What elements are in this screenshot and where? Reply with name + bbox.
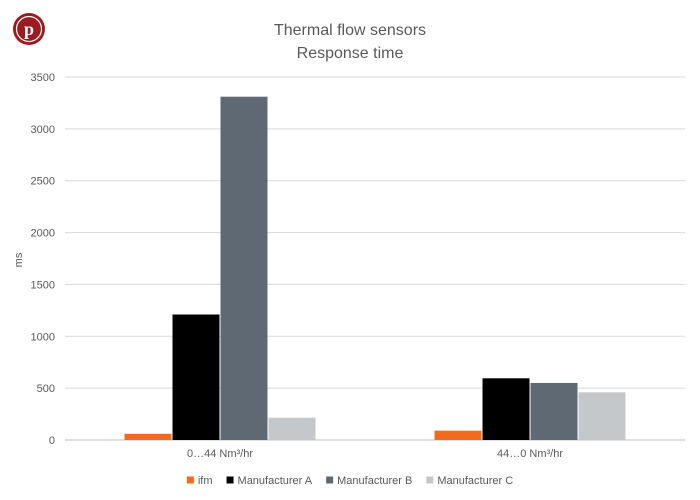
y-tick-label: 500 — [37, 383, 55, 395]
bar-ifm — [434, 430, 482, 440]
y-tick-label: 1000 — [31, 331, 55, 343]
chart-title: Thermal flow sensors — [274, 22, 426, 39]
x-category-label: 44…0 Nm³/hr — [497, 448, 563, 460]
bar-manufacturer-b — [220, 96, 268, 440]
gridlines — [65, 76, 685, 441]
bar-manufacturer-c — [578, 392, 626, 440]
bar-ifm — [124, 433, 172, 440]
legend-label: Manufacturer C — [437, 475, 513, 487]
y-tick-label: 0 — [49, 435, 55, 447]
y-tick-label: 2000 — [31, 228, 55, 240]
y-axis-ticks: 0 500 1000 1500 2000 2500 3000 3500 — [31, 72, 55, 447]
bars — [124, 96, 626, 440]
legend-swatch — [326, 476, 334, 484]
bar-manufacturer-c — [268, 417, 316, 440]
legend-label: ifm — [198, 475, 213, 487]
legend-swatch — [426, 476, 434, 484]
bar-manufacturer-a — [172, 314, 220, 440]
y-tick-label: 2500 — [31, 176, 55, 188]
bar-manufacturer-b — [530, 382, 578, 440]
legend-swatch — [186, 476, 194, 484]
logo: p — [13, 13, 45, 45]
y-axis-label: ms — [13, 252, 25, 267]
logo-circle-icon — [13, 13, 45, 45]
logo-ring-icon — [15, 15, 43, 43]
x-category-label: 0…44 Nm³/hr — [187, 448, 253, 460]
legend-swatch — [226, 476, 234, 484]
legend-label: Manufacturer A — [238, 475, 313, 487]
chart-subtitle: Response time — [297, 45, 404, 62]
legend-label: Manufacturer B — [337, 475, 412, 487]
logo-letter: p — [24, 19, 34, 39]
legend: ifm Manufacturer A Manufacturer B Manufactu… — [186, 475, 513, 487]
y-tick-label: 3500 — [31, 72, 55, 84]
y-tick-label: 3000 — [31, 124, 55, 136]
x-axis-categories: 0…44 Nm³/hr 44…0 Nm³/hr — [187, 448, 563, 460]
y-tick-label: 1500 — [31, 279, 55, 291]
bar-manufacturer-a — [482, 378, 530, 440]
